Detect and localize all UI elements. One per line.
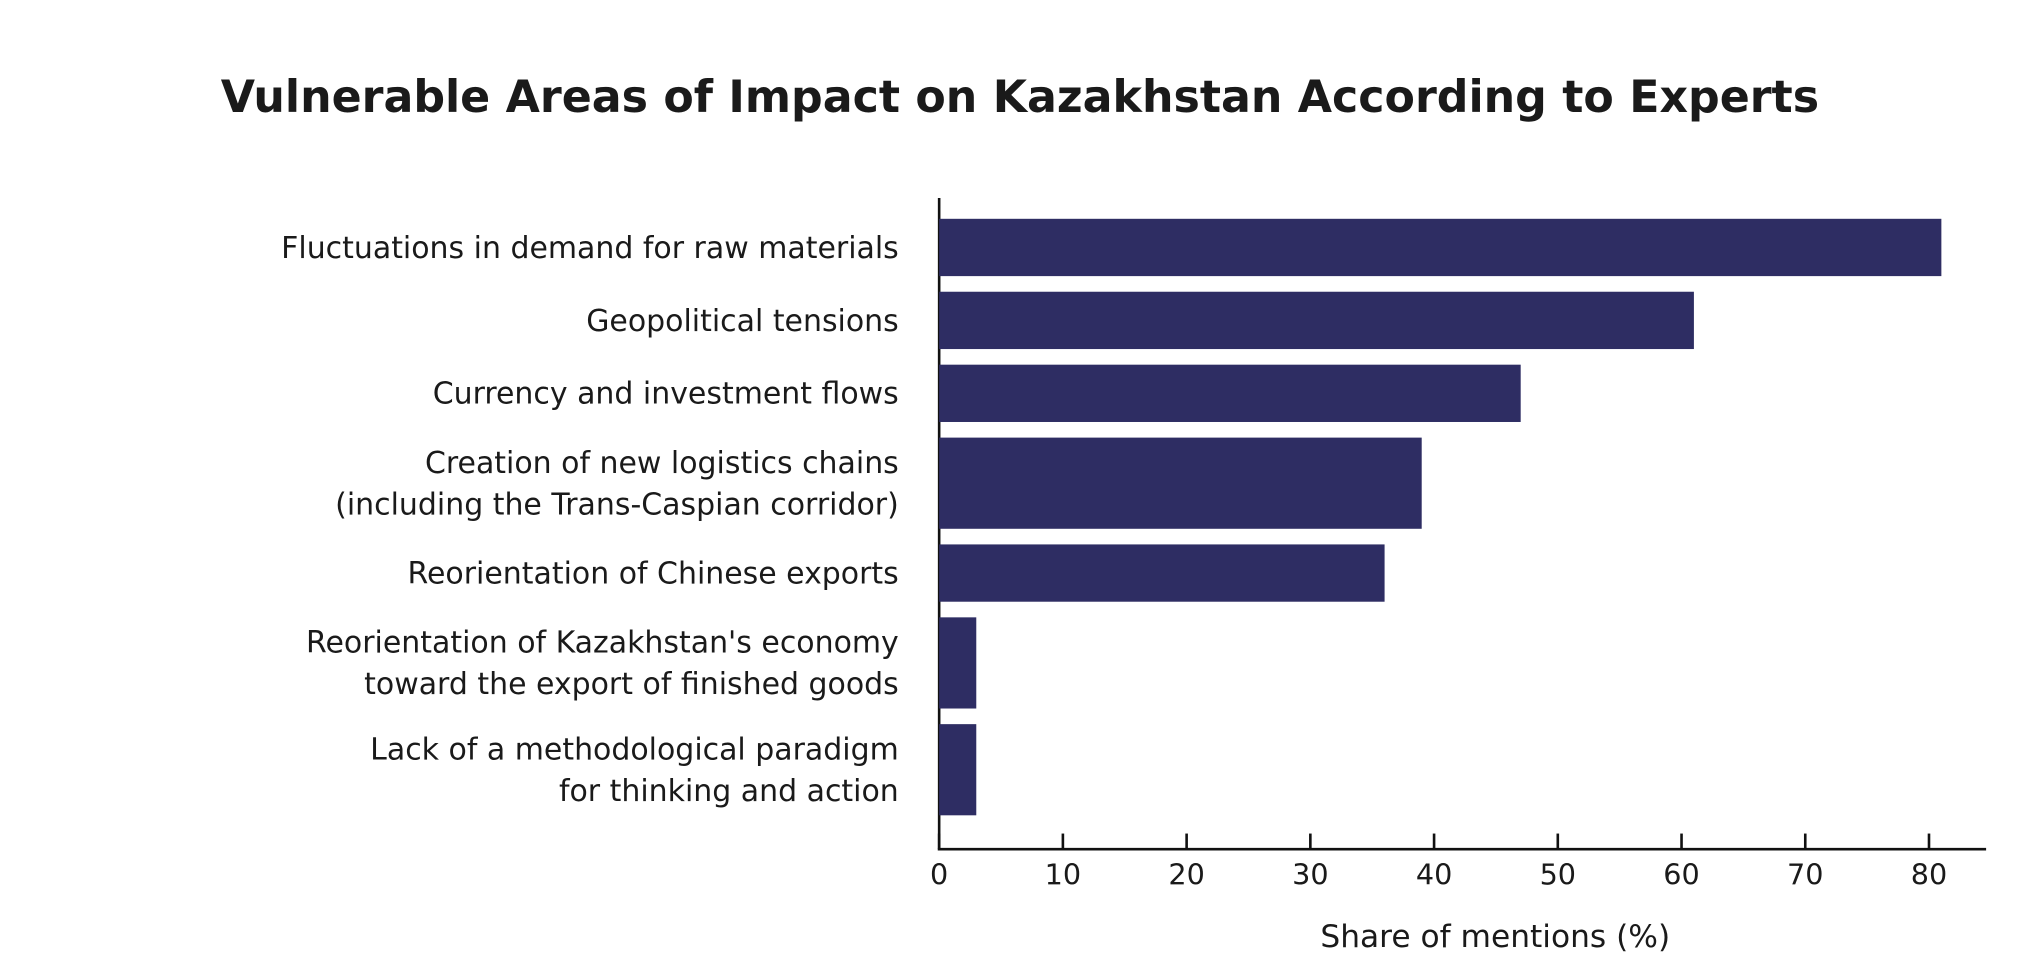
x-axis-label: Share of mentions (%) — [1320, 919, 1670, 955]
y-tick-label: Lack of a methodological paradigm for thi… — [370, 732, 899, 809]
x-tick-label: 30 — [1292, 857, 1328, 891]
x-tick-label: 50 — [1540, 857, 1576, 891]
bar — [939, 291, 1694, 350]
bar — [939, 364, 1521, 422]
x-tick-label: 10 — [1045, 857, 1081, 891]
x-tick-label: 60 — [1663, 857, 1699, 891]
y-tick-label: Creation of new logistics chains (includi… — [335, 446, 899, 523]
bar — [939, 437, 1422, 529]
x-tick-label: 0 — [930, 857, 948, 891]
x-tick-label: 20 — [1168, 857, 1204, 891]
bar — [939, 617, 977, 709]
bar — [939, 544, 1385, 602]
x-tick-label: 40 — [1416, 857, 1452, 891]
y-tick-label: Reorientation of Kazakhstan's economy tow… — [306, 626, 899, 703]
chart-title: Vulnerable Areas of Impact on Kazakhstan… — [221, 72, 1819, 123]
bar — [939, 218, 1942, 277]
y-tick-label: Fluctuations in demand for raw materials — [281, 231, 899, 266]
x-tick-label: 80 — [1911, 857, 1947, 891]
y-tick-label: Reorientation of Chinese exports — [408, 556, 899, 591]
bar — [939, 724, 977, 816]
y-tick-label: Geopolitical tensions — [586, 304, 899, 339]
y-tick-label: Currency and investment flows — [433, 377, 899, 412]
x-tick-label: 70 — [1787, 857, 1823, 891]
